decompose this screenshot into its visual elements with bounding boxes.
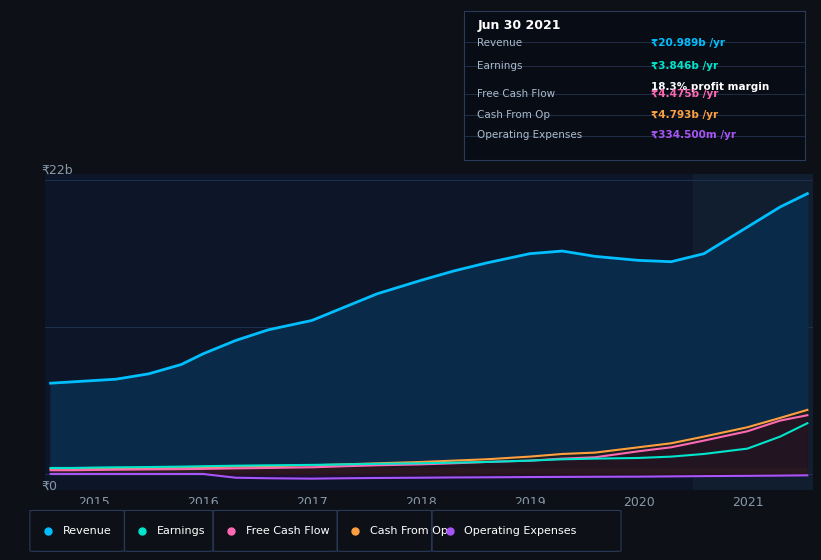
Text: Operating Expenses: Operating Expenses: [478, 130, 583, 141]
Text: Cash From Op: Cash From Op: [369, 526, 447, 535]
Text: Revenue: Revenue: [62, 526, 111, 535]
Text: ₹4.793b /yr: ₹4.793b /yr: [651, 110, 718, 119]
Text: Earnings: Earnings: [157, 526, 205, 535]
Text: Free Cash Flow: Free Cash Flow: [478, 88, 556, 99]
Text: ₹3.846b /yr: ₹3.846b /yr: [651, 61, 718, 71]
Text: ₹0: ₹0: [41, 480, 57, 493]
Text: Cash From Op: Cash From Op: [478, 110, 551, 119]
Text: Jun 30 2021: Jun 30 2021: [478, 18, 561, 31]
Text: Operating Expenses: Operating Expenses: [465, 526, 576, 535]
Text: ₹334.500m /yr: ₹334.500m /yr: [651, 130, 736, 141]
Text: 18.3% profit margin: 18.3% profit margin: [651, 82, 769, 92]
Text: ₹20.989b /yr: ₹20.989b /yr: [651, 38, 725, 48]
Text: Earnings: Earnings: [478, 61, 523, 71]
Bar: [693, 174, 813, 490]
Text: Free Cash Flow: Free Cash Flow: [245, 526, 329, 535]
Text: ₹22b: ₹22b: [41, 164, 73, 177]
Text: Revenue: Revenue: [478, 38, 523, 48]
Text: ₹4.475b /yr: ₹4.475b /yr: [651, 88, 718, 99]
